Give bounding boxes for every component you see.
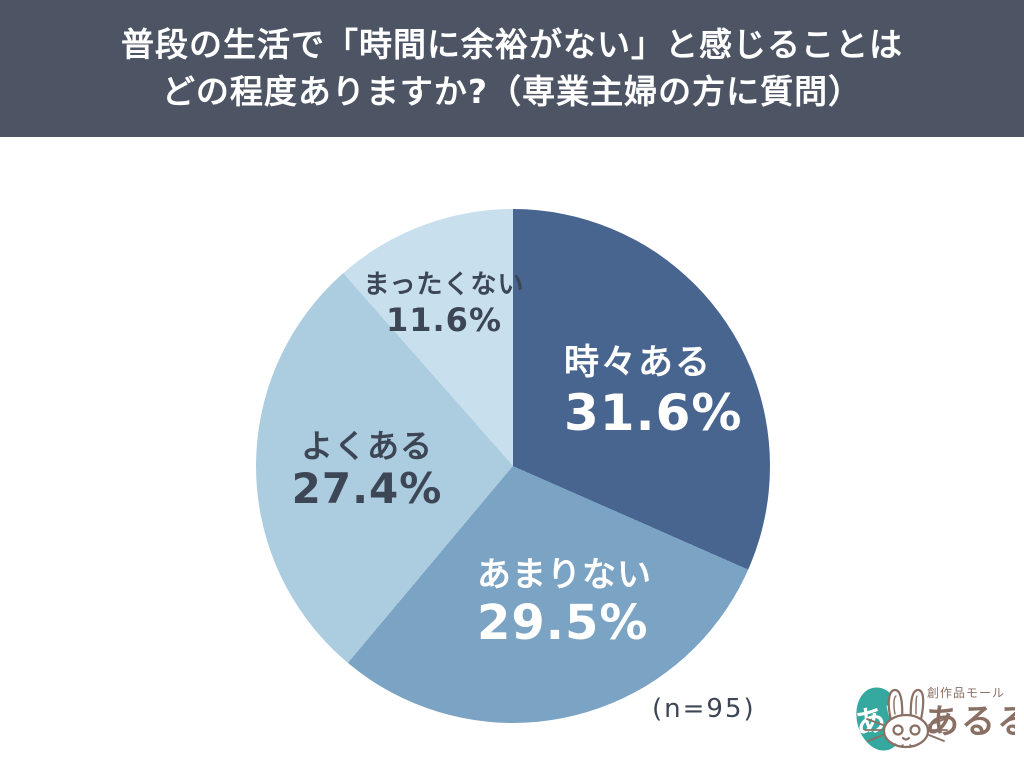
slice-label-not-much: あまりない 29.5% [477,555,652,652]
logo-tagline: 創作品モール [927,686,1005,700]
slice-percentage: 31.6% [564,384,743,443]
brand-logo: あ! 創作品モール あるる [855,686,1015,751]
title-banner: 普段の生活で「時間に余裕がない」と感じることは どの程度ありますか?（専業主婦の… [0,0,1024,137]
pie-chart [256,209,770,723]
slice-label-never: まったくない 11.6% [363,270,525,339]
slice-name: まったくない [363,270,525,300]
title-line-2: どの程度ありますか?（専業主婦の方に質問） [161,71,863,111]
slice-label-often: よくある 27.4% [286,428,448,512]
slice-percentage: 27.4% [291,463,443,513]
slice-name: あまりない [477,555,652,595]
slice-name: 時々ある [564,343,713,383]
slice-label-sometimes: 時々ある 31.6% [564,343,742,441]
title-line-1: 普段の生活で「時間に余裕がない」と感じることは [121,25,903,65]
slice-name: よくある [300,427,433,465]
slice-percentage: 11.6% [385,300,502,339]
sample-size-note: (n=95) [652,694,756,724]
rabbit-icon [864,688,948,749]
slice-percentage: 29.5% [477,595,649,652]
logo-brand-name: あるる [925,702,1015,742]
